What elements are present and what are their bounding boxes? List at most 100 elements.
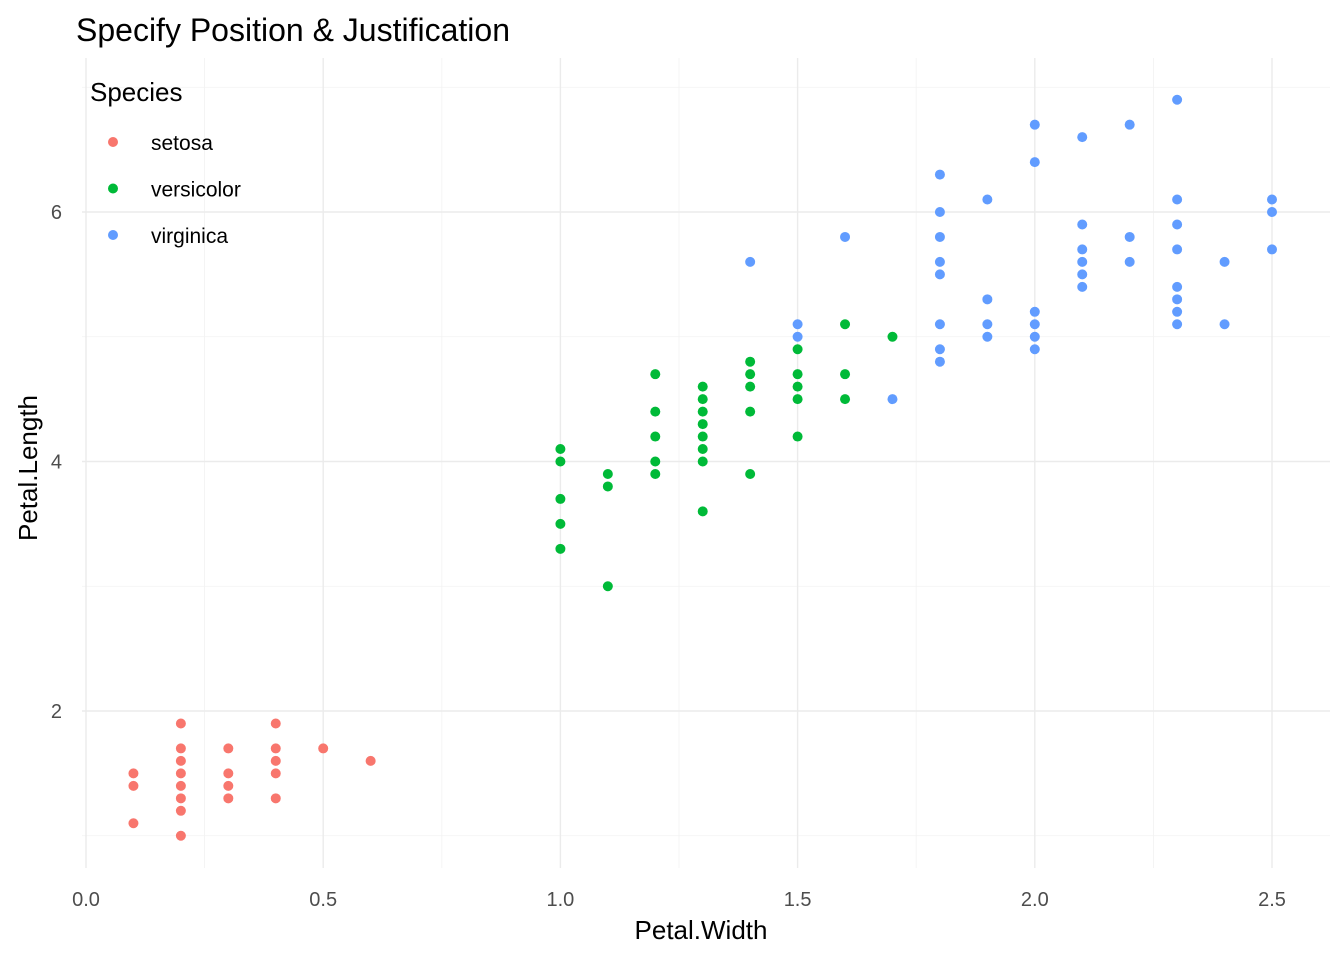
point-virginica (1077, 256, 1088, 267)
point-setosa (175, 780, 186, 791)
point-virginica (934, 356, 945, 367)
point-versicolor (792, 394, 803, 405)
point-setosa (175, 793, 186, 804)
point-virginica (1029, 344, 1040, 355)
point-virginica (982, 331, 993, 342)
point-versicolor (650, 369, 661, 380)
data-points (128, 94, 1277, 841)
point-versicolor (697, 381, 708, 392)
point-virginica (1124, 231, 1135, 242)
point-setosa (270, 768, 281, 779)
point-virginica (1172, 244, 1183, 255)
point-versicolor (840, 369, 851, 380)
point-versicolor (792, 369, 803, 380)
point-versicolor (555, 444, 566, 455)
point-virginica (1172, 194, 1183, 205)
y-tick-label: 6 (51, 202, 62, 224)
point-virginica (1077, 281, 1088, 292)
point-virginica (982, 319, 993, 330)
point-versicolor (602, 481, 613, 492)
point-versicolor (840, 394, 851, 405)
legend-key-versicolor (108, 183, 118, 194)
point-setosa (270, 743, 281, 754)
legend-label-setosa: setosa (151, 132, 213, 155)
point-setosa (175, 830, 186, 841)
x-tick-label: 0.0 (72, 889, 100, 911)
point-virginica (1172, 294, 1183, 305)
point-setosa (270, 755, 281, 766)
point-virginica (1267, 244, 1277, 255)
point-versicolor (602, 468, 613, 479)
point-versicolor (745, 356, 756, 367)
point-virginica (745, 256, 756, 267)
point-setosa (270, 718, 281, 729)
legend-title: Species (90, 77, 183, 107)
point-virginica (934, 256, 945, 267)
point-versicolor (555, 518, 566, 529)
point-setosa (175, 805, 186, 816)
point-versicolor (555, 493, 566, 504)
point-virginica (934, 344, 945, 355)
point-virginica (1077, 269, 1088, 280)
point-setosa (318, 743, 329, 754)
point-versicolor (650, 468, 661, 479)
x-tick-label: 2.5 (1258, 889, 1286, 911)
point-versicolor (697, 419, 708, 430)
point-virginica (934, 319, 945, 330)
point-virginica (1267, 194, 1277, 205)
point-virginica (1077, 244, 1088, 255)
point-versicolor (697, 456, 708, 467)
chart-title: Specify Position & Justification (76, 12, 510, 48)
point-setosa (175, 768, 186, 779)
point-virginica (1172, 319, 1183, 330)
point-setosa (365, 755, 376, 766)
point-versicolor (602, 581, 613, 592)
point-virginica (1124, 119, 1135, 130)
point-virginica (1172, 281, 1183, 292)
point-virginica (934, 269, 945, 280)
point-virginica (1029, 319, 1040, 330)
point-versicolor (697, 444, 708, 455)
point-virginica (792, 331, 803, 342)
point-virginica (982, 194, 993, 205)
point-virginica (1124, 256, 1135, 267)
point-virginica (1077, 132, 1088, 143)
point-virginica (1172, 219, 1183, 230)
point-virginica (1219, 319, 1230, 330)
x-tick-label: 2.0 (1021, 889, 1049, 911)
point-setosa (175, 743, 186, 754)
point-versicolor (697, 406, 708, 417)
point-setosa (270, 793, 281, 804)
point-setosa (128, 768, 139, 779)
point-versicolor (745, 406, 756, 417)
legend-label-virginica: virginica (151, 225, 228, 248)
point-versicolor (650, 406, 661, 417)
y-tick-label: 2 (51, 701, 62, 723)
point-versicolor (697, 394, 708, 405)
point-virginica (1029, 157, 1040, 168)
point-versicolor (745, 381, 756, 392)
point-virginica (1267, 207, 1277, 217)
point-setosa (223, 768, 234, 779)
y-axis: 2 4 6 (51, 202, 62, 723)
point-virginica (840, 231, 851, 242)
point-virginica (887, 394, 898, 405)
point-setosa (175, 755, 186, 766)
point-virginica (1172, 94, 1183, 105)
point-versicolor (555, 456, 566, 467)
point-setosa (128, 818, 139, 829)
point-versicolor (650, 431, 661, 442)
legend-items: setosa versicolor virginica (108, 132, 241, 248)
point-versicolor (792, 381, 803, 392)
x-tick-label: 1.0 (546, 889, 574, 911)
point-versicolor (792, 344, 803, 355)
legend: Species setosa versicolor virginica (90, 77, 241, 248)
point-versicolor (792, 431, 803, 442)
point-versicolor (887, 331, 898, 342)
point-virginica (982, 294, 993, 305)
point-setosa (223, 780, 234, 791)
point-versicolor (650, 456, 661, 467)
point-virginica (934, 207, 945, 217)
legend-key-setosa (108, 137, 118, 147)
